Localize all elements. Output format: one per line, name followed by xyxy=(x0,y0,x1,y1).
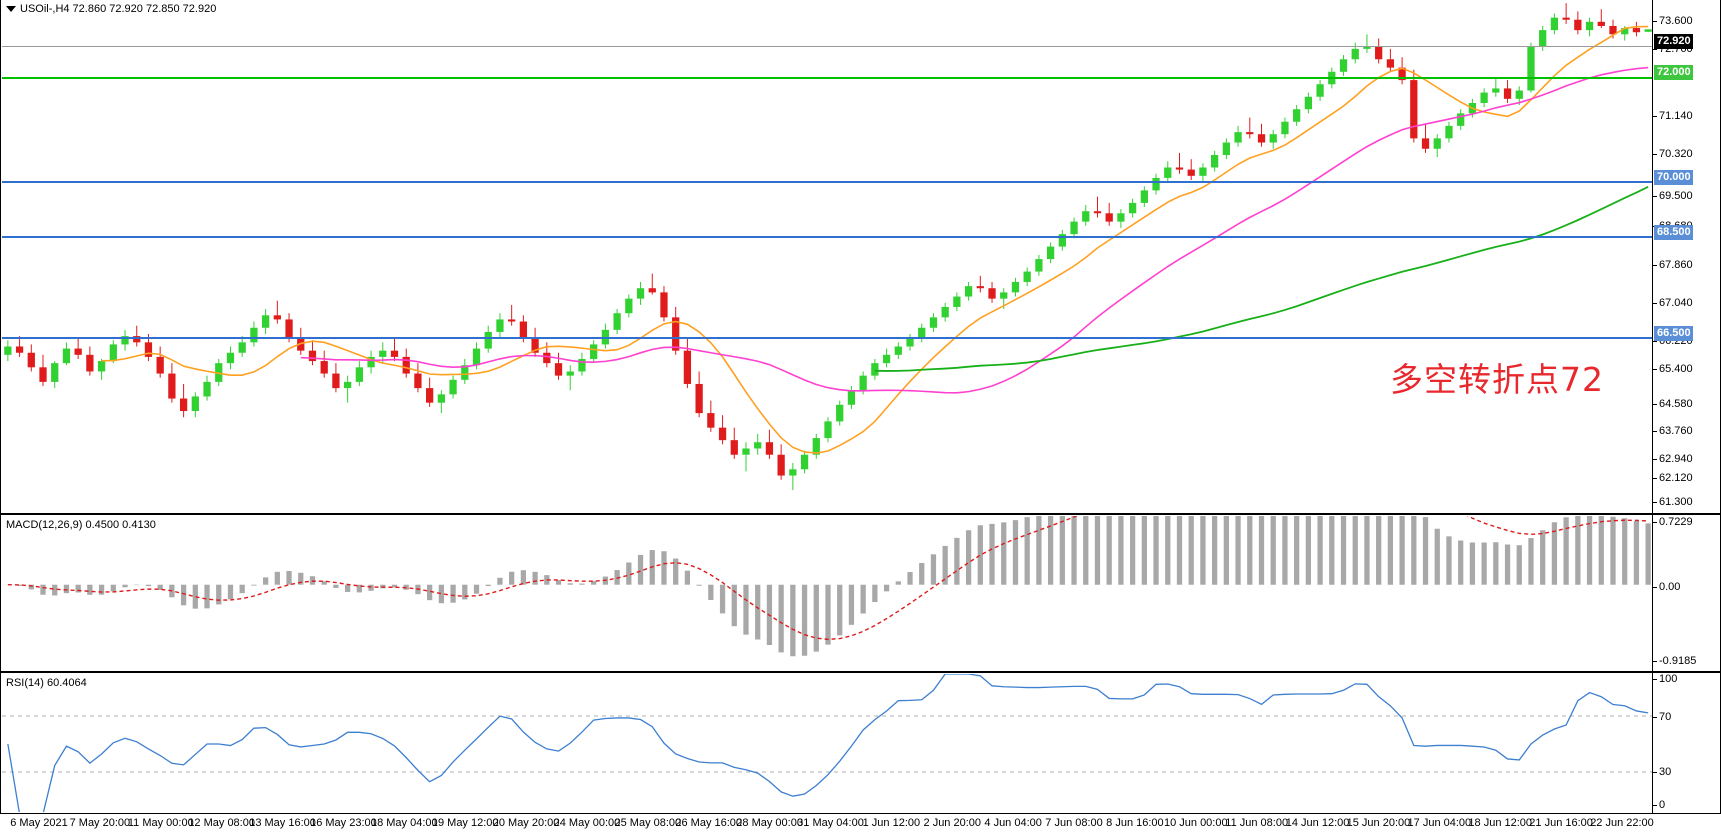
macd-panel[interactable]: MACD(12,26,9) 0.4500 0.4130 0.7229 0.00 -0… xyxy=(0,514,1721,672)
macd-tick-label: 0.00 xyxy=(1653,582,1680,593)
price-scale-axis[interactable]: 73.60072.76071.14070.32069.50068.68067.8… xyxy=(1652,0,1720,513)
price-plot-area[interactable]: 多空转折点72 xyxy=(2,1,1652,512)
rsi-indicator-label: RSI(14) 60.4064 xyxy=(6,677,87,689)
time-tick-label: 4 Jun 04:00 xyxy=(984,817,1042,829)
price-tick-label: 73.600 xyxy=(1653,16,1693,27)
time-tick-label: 28 May 00:00 xyxy=(736,817,803,829)
rsi-tick-label: 100 xyxy=(1653,674,1677,685)
time-tick-label: 20 May 20:00 xyxy=(492,817,560,829)
time-tick-label: 21 Jun 16:00 xyxy=(1529,817,1593,829)
rsi-tick-label: 30 xyxy=(1653,767,1671,778)
price-tick-label: 62.120 xyxy=(1653,473,1693,484)
time-tick-label: 8 Jun 16:00 xyxy=(1106,817,1164,829)
time-tick-label: 25 May 08:00 xyxy=(614,817,682,829)
price-tick-label: 71.140 xyxy=(1653,111,1693,122)
rsi-plot-area[interactable] xyxy=(2,674,1652,812)
macd-plot-area[interactable] xyxy=(2,516,1652,670)
time-tick-label: 19 May 12:00 xyxy=(431,817,499,829)
time-tick-label: 24 May 00:00 xyxy=(553,817,621,829)
chart-annotation-text: 多空转折点72 xyxy=(1390,360,1604,399)
price-tick-label: 61.300 xyxy=(1653,497,1693,508)
price-tick-label: 64.580 xyxy=(1653,399,1693,410)
price-tick-label: 66.220 xyxy=(1653,336,1693,347)
price-tick-label: 67.040 xyxy=(1653,298,1693,309)
macd-tick-label: -0.9185 xyxy=(1653,656,1696,667)
price-tick-label: 69.500 xyxy=(1653,191,1693,202)
time-scale-axis[interactable]: 6 May 2021 7 May 20:00 11 May 00:00 12 May … xyxy=(0,814,1721,836)
rsi-tick-label: 0 xyxy=(1653,800,1665,811)
time-tick-label: 7 Jun 08:00 xyxy=(1045,817,1103,829)
price-badge-72-000: 72.000 xyxy=(1654,65,1693,80)
time-tick-label: 1 Jun 12:00 xyxy=(862,817,921,829)
level-line-68-5 xyxy=(2,236,1652,238)
time-tick-label: 18 May 04:00 xyxy=(370,817,438,829)
rsi-scale-axis[interactable]: 100 70 30 0 xyxy=(1652,673,1720,813)
candlestick-series xyxy=(4,3,1652,491)
time-tick-label: 10 Jun 00:00 xyxy=(1163,817,1228,829)
price-tick-label: 63.760 xyxy=(1653,426,1693,437)
rsi-tick-label: 70 xyxy=(1653,712,1671,723)
price-tick-label: 65.400 xyxy=(1653,364,1693,375)
time-tick-label: 12 May 08:00 xyxy=(188,817,255,829)
chevron-down-icon[interactable] xyxy=(6,6,16,13)
time-tick-label: 22 Jun 22:00 xyxy=(1590,817,1654,829)
time-tick-label: 14 Jun 12:00 xyxy=(1285,817,1350,829)
level-line-72 xyxy=(2,77,1652,79)
price-badge-68-500: 68.500 xyxy=(1654,225,1693,240)
time-tick-label: 11 Jun 08:00 xyxy=(1225,817,1289,829)
price-panel[interactable]: USOil-,H4 72.860 72.920 72.850 72.920 多空… xyxy=(0,0,1721,514)
macd-indicator-label: MACD(12,26,9) 0.4500 0.4130 xyxy=(6,519,156,531)
level-line-70 xyxy=(2,181,1652,183)
price-tick-label: 62.940 xyxy=(1653,454,1693,465)
time-tick-label: 11 May 00:00 xyxy=(127,817,194,829)
time-tick-label: 18 Jun 12:00 xyxy=(1468,817,1533,829)
time-tick-label: 31 May 04:00 xyxy=(797,817,864,829)
time-tick-label: 15 Jun 20:00 xyxy=(1346,817,1411,829)
time-tick-label: 7 May 20:00 xyxy=(69,817,131,829)
macd-scale-axis[interactable]: 0.7229 0.00 -0.9185 xyxy=(1652,515,1720,671)
rsi-panel[interactable]: RSI(14) 60.4064 100 70 30 0 xyxy=(0,672,1721,814)
price-badge-70-000: 70.000 xyxy=(1654,170,1693,185)
price-tick-label: 72.760 xyxy=(1653,44,1693,55)
time-tick-label: 6 May 2021 xyxy=(10,817,68,829)
price-badge-72-920: 72.920 xyxy=(1654,34,1693,49)
macd-tick-label: 0.7229 xyxy=(1653,517,1693,528)
chart-header-legend: USOil-,H4 72.860 72.920 72.850 72.920 xyxy=(6,3,216,15)
price-badge-66-500: 66.500 xyxy=(1654,326,1693,341)
time-tick-label: 13 May 16:00 xyxy=(249,817,316,829)
macd-series xyxy=(7,516,1651,657)
last-price-line xyxy=(2,46,1652,47)
rsi-series xyxy=(2,674,1652,812)
chart-symbol-ohlc: USOil-,H4 72.860 72.920 72.850 72.920 xyxy=(20,3,217,15)
level-line-66-5 xyxy=(2,337,1652,339)
time-tick-label: 26 May 16:00 xyxy=(675,817,743,829)
price-tick-label: 67.860 xyxy=(1653,260,1693,271)
time-tick-label: 17 Jun 04:00 xyxy=(1407,817,1472,829)
time-tick-label: 2 Jun 20:00 xyxy=(923,817,982,829)
price-tick-label: 70.320 xyxy=(1653,149,1693,160)
time-tick-label: 16 May 23:00 xyxy=(310,817,377,829)
